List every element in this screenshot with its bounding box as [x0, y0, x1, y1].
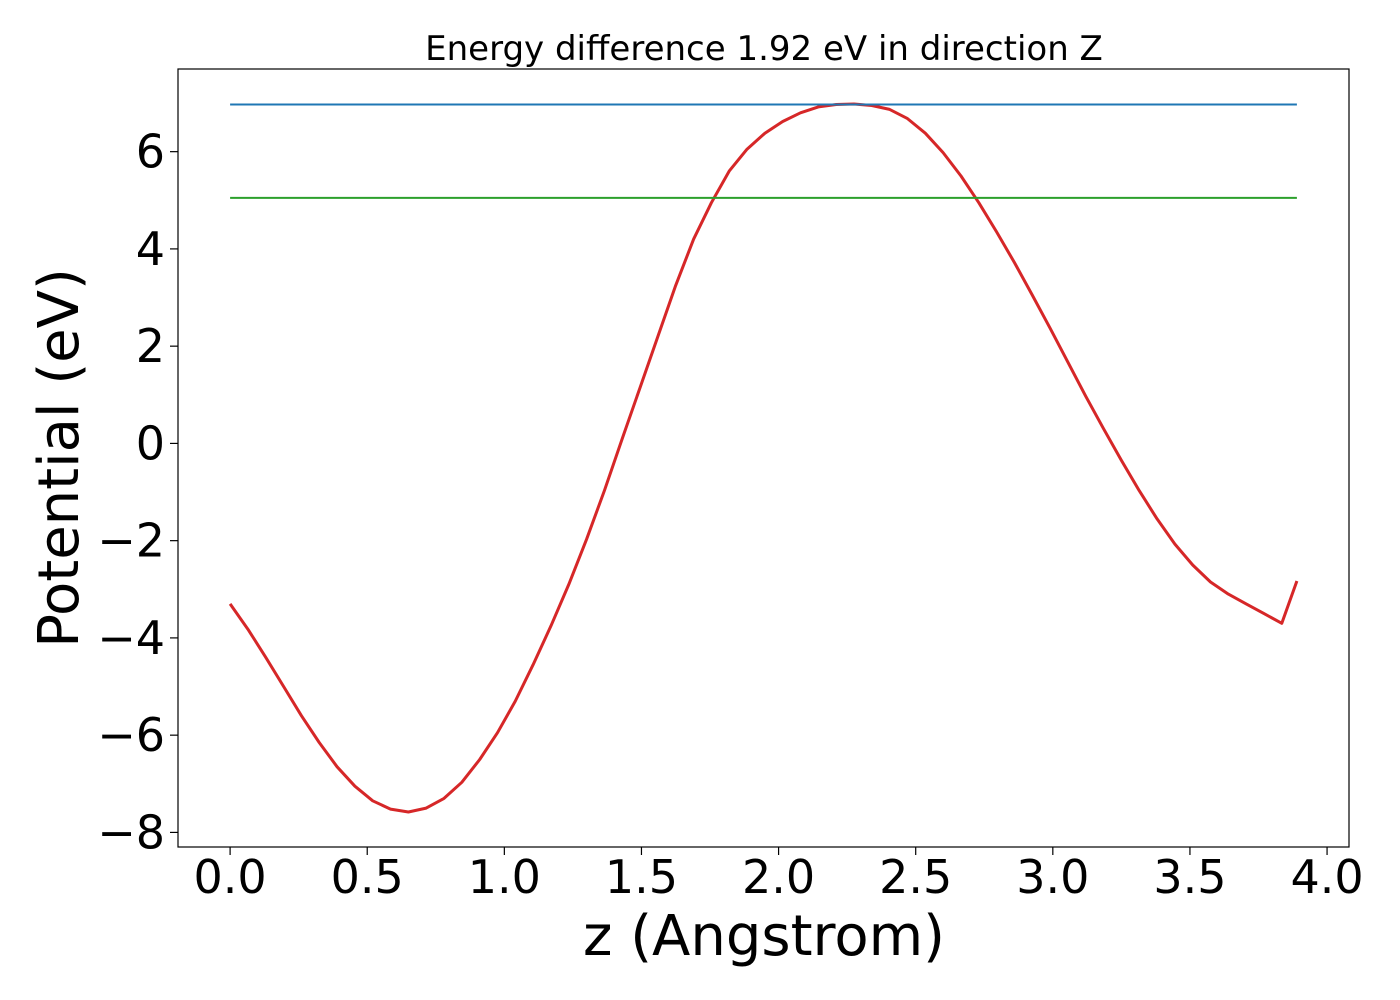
- x-tick-label: 3.5: [1153, 850, 1226, 904]
- x-tick-label: 1.0: [468, 850, 541, 904]
- x-axis-label: z (Angstrom): [583, 904, 945, 969]
- x-tick-label: 2.5: [879, 850, 952, 904]
- y-tick-label: −8: [97, 805, 165, 859]
- y-tick-label: −6: [97, 708, 165, 762]
- x-tick-label: 4.0: [1290, 850, 1363, 904]
- x-tick-label: 3.0: [1016, 850, 1089, 904]
- x-tick-label: 0.0: [194, 850, 267, 904]
- y-tick-label: 2: [136, 319, 165, 373]
- y-axis-ticks: −8 −6 −4 −2 0 2 4 6: [97, 125, 178, 859]
- y-tick-label: −2: [97, 514, 165, 568]
- y-tick-label: 0: [136, 416, 165, 470]
- x-tick-label: 2.0: [742, 850, 815, 904]
- plot-frame: [177, 68, 1350, 848]
- x-axis-ticks: 0.0 0.5 1.0 1.5 2.0 2.5 3.0 3.5 4.0: [194, 847, 1364, 904]
- y-axis-label: Potential (eV): [27, 268, 92, 648]
- potential-line: [228, 102, 1299, 814]
- y-tick-label: 4: [136, 222, 165, 276]
- plot-area: [228, 102, 1299, 814]
- y-tick-label: −4: [97, 611, 165, 665]
- chart-title: Energy difference 1.92 eV in direction Z: [425, 29, 1103, 69]
- y-tick-label: 6: [136, 125, 165, 179]
- x-tick-label: 0.5: [331, 850, 404, 904]
- x-tick-label: 1.5: [605, 850, 678, 904]
